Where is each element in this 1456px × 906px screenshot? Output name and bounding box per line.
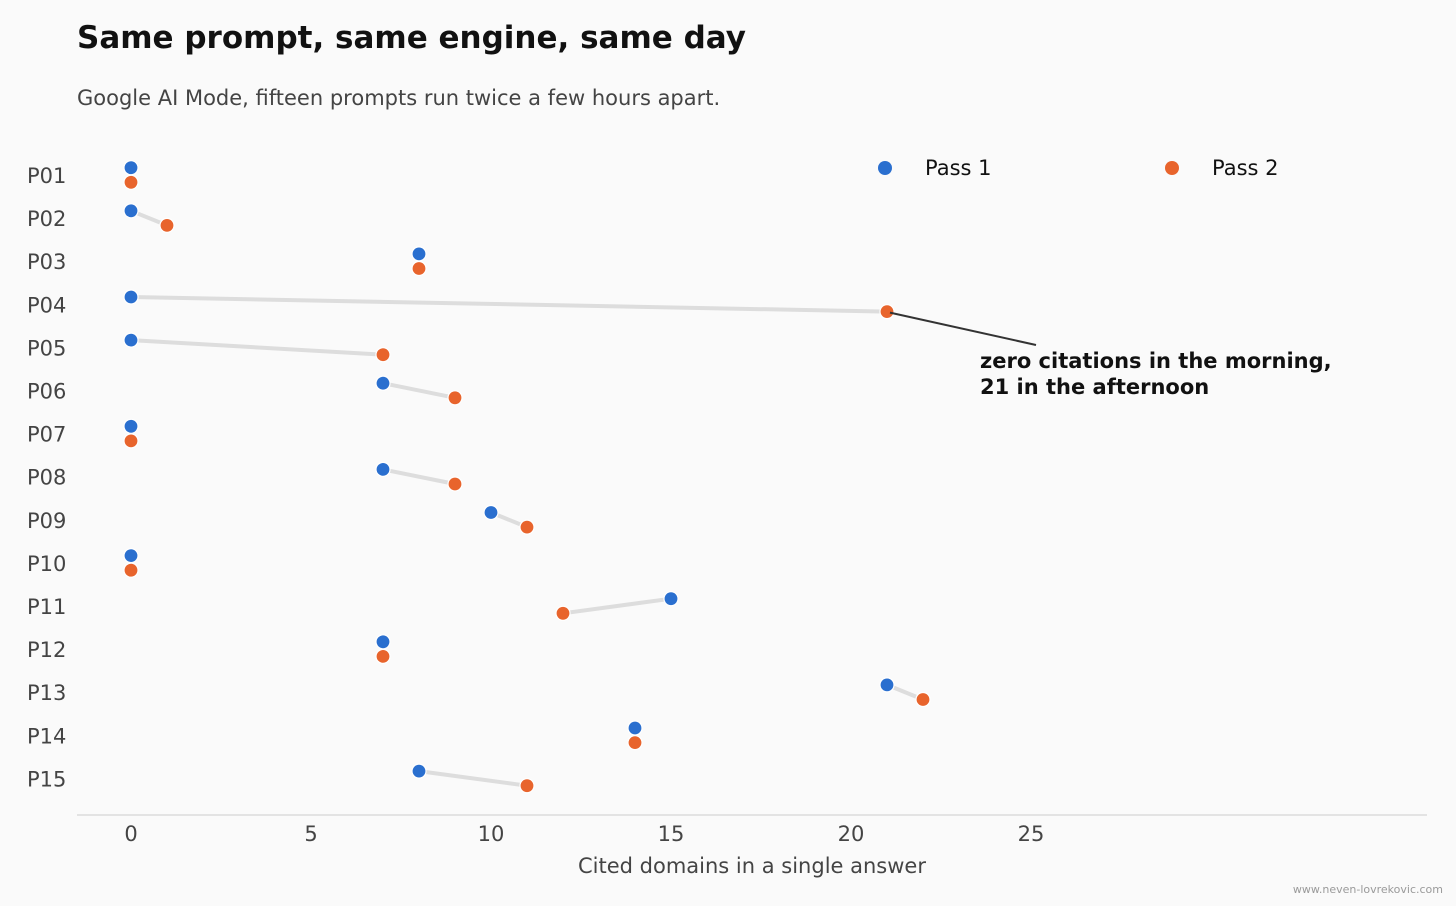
pass2-point <box>519 778 535 794</box>
pass2-point <box>627 734 643 751</box>
y-tick-label: P06 <box>27 380 66 404</box>
y-tick-label: P12 <box>27 638 66 662</box>
annotation-line-1: zero citations in the morning, <box>980 349 1332 373</box>
x-tick-label: 15 <box>658 822 685 846</box>
pass2-point <box>123 433 139 449</box>
pass2-point <box>123 562 139 578</box>
x-tick-label: 20 <box>838 822 865 846</box>
y-tick-label: P13 <box>27 681 66 705</box>
y-tick-label: P02 <box>27 207 66 231</box>
legend-pass1-label: Pass 1 <box>925 156 992 180</box>
y-tick-label: P11 <box>27 595 66 619</box>
annotation-arrow <box>889 311 1037 346</box>
pass2-point <box>375 648 391 665</box>
pass1-point <box>123 289 139 305</box>
connector-line <box>561 596 673 616</box>
chart-subtitle: Google AI Mode, fifteen prompts run twic… <box>77 86 721 110</box>
legend-pass1-marker <box>878 161 892 175</box>
pass1-point <box>123 160 139 176</box>
pass1-point <box>123 418 139 434</box>
y-tick-label: P04 <box>27 293 66 317</box>
pass2-point <box>915 691 931 708</box>
connector-line <box>129 338 385 357</box>
pass1-point <box>375 375 391 391</box>
y-tick-label: P15 <box>27 767 66 791</box>
pass1-point <box>375 461 391 477</box>
y-tick-label: P10 <box>27 552 66 576</box>
y-tick-label: P01 <box>27 164 66 188</box>
pass1-point <box>411 763 427 779</box>
chart-title: Same prompt, same engine, same day <box>77 20 746 56</box>
pass1-point <box>123 203 139 219</box>
y-tick-label: P05 <box>27 336 66 360</box>
pass2-point <box>411 260 427 277</box>
y-tick-label: P03 <box>27 250 66 274</box>
y-tick-label: P09 <box>27 509 66 533</box>
pass1-point <box>123 547 139 564</box>
pass1-point <box>483 504 499 521</box>
connector-line <box>381 381 457 400</box>
pass2-point <box>555 605 571 621</box>
x-tick-label: 25 <box>1018 822 1045 846</box>
pass1-point <box>123 332 139 348</box>
y-tick-label: P08 <box>27 466 66 490</box>
x-tick-label: 10 <box>478 822 505 846</box>
pass2-point <box>375 347 391 363</box>
x-tick-label: 5 <box>304 822 317 846</box>
connector-line <box>381 467 457 486</box>
pass2-point <box>879 304 895 320</box>
pass2-point <box>447 390 463 406</box>
x-tick-label: 0 <box>124 822 137 846</box>
y-tick-label: P14 <box>27 724 66 748</box>
watermark: www.neven-lovrekovic.com <box>1292 883 1443 896</box>
pass1-point <box>411 246 427 262</box>
pass1-point <box>375 634 391 650</box>
pass2-point <box>123 174 139 190</box>
y-tick-label: P07 <box>27 423 66 447</box>
pass2-point <box>159 217 175 233</box>
legend-pass2-label: Pass 2 <box>1212 156 1279 180</box>
connector-line <box>417 769 529 788</box>
pass2-point <box>519 519 535 535</box>
pass1-point <box>879 677 895 693</box>
pass1-point <box>627 720 643 736</box>
pass2-point <box>447 476 463 492</box>
connector-line <box>129 295 889 314</box>
x-axis-label: Cited domains in a single answer <box>578 854 926 878</box>
pass1-point <box>663 591 679 607</box>
annotation-line-2: 21 in the afternoon <box>980 375 1209 399</box>
legend-pass2-marker <box>1165 161 1179 175</box>
